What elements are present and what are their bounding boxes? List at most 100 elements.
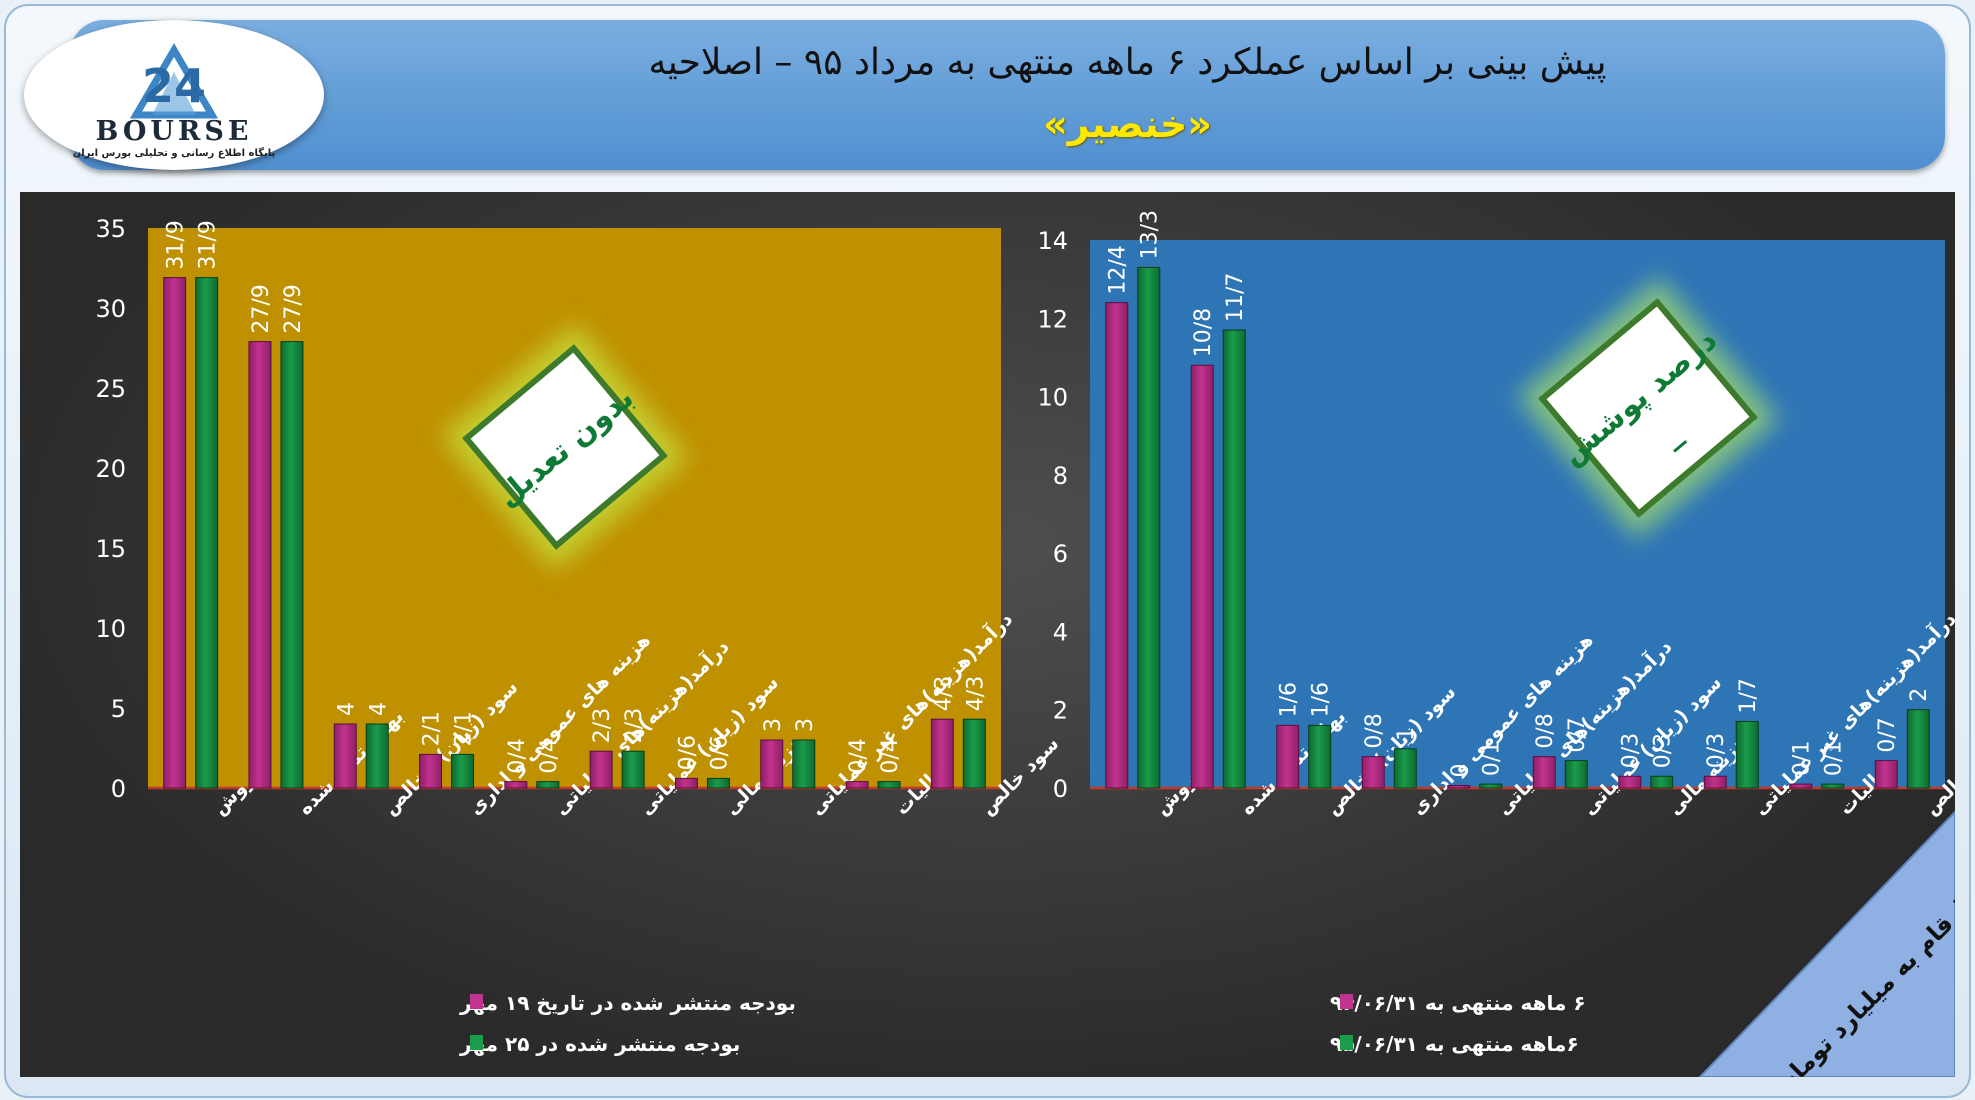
y-tick-label: 30	[95, 295, 126, 323]
bar-s2	[1308, 724, 1332, 789]
legend-label: بودجه منتشر شده در تاریخ ۱۹ مهر	[459, 991, 796, 1015]
badge-box	[462, 344, 668, 550]
bar-s2	[451, 753, 475, 789]
bar-s1	[1789, 783, 1813, 789]
bar-s1	[1447, 785, 1471, 789]
data-label: 2	[1907, 688, 1932, 702]
data-label: 0/3	[1704, 733, 1729, 768]
data-label: 31/9	[164, 220, 189, 269]
data-label: 2/1	[452, 711, 477, 746]
data-label: 0/3	[1619, 733, 1644, 768]
data-label: 0	[1448, 764, 1473, 778]
y-tick-label: 4	[1053, 618, 1068, 646]
bar-s1	[1276, 724, 1300, 789]
data-label: 3	[761, 718, 786, 732]
bar-s1	[504, 781, 528, 789]
badge: درصد پوشش_	[1516, 276, 1780, 540]
y-tick-label: 8	[1053, 462, 1068, 490]
bar-s1	[760, 739, 784, 789]
bar-s2	[1479, 783, 1503, 789]
bar-s1	[845, 781, 869, 789]
data-label: 3	[793, 718, 818, 732]
bar-s2	[1564, 760, 1588, 789]
bar-s2	[706, 777, 730, 789]
bar-s2	[621, 750, 645, 789]
bar-s1	[589, 750, 613, 789]
legend-swatch	[470, 1035, 483, 1050]
bar-s2	[1222, 329, 1246, 789]
data-label: 4/3	[931, 676, 956, 711]
bar-s2	[365, 723, 389, 789]
data-label: 0/7	[1875, 717, 1900, 752]
y-tick-label: 14	[1037, 227, 1068, 255]
page-subtitle: «خنصیر»	[1043, 102, 1212, 146]
data-label: 12/4	[1106, 245, 1131, 294]
bar-s2	[1821, 783, 1845, 789]
data-label: 2/3	[590, 708, 615, 743]
y-tick-label: 35	[95, 215, 126, 243]
data-label: 10/8	[1191, 308, 1216, 357]
bar-s1	[1874, 760, 1898, 789]
data-label: 27/9	[249, 284, 274, 333]
data-label: 0/6	[675, 735, 700, 770]
bar-s1	[1105, 302, 1129, 789]
bar-s1	[1361, 756, 1385, 789]
data-label: 2/3	[622, 708, 647, 743]
data-label: 1/6	[1309, 682, 1334, 717]
y-tick-label: 25	[95, 375, 126, 403]
data-label: 11/7	[1223, 273, 1248, 322]
data-label: 0/3	[1651, 733, 1676, 768]
legend-swatch	[1340, 994, 1353, 1009]
header-banner: پیش بینی بر اساس عملکرد ۶ ماهه منتهی به …	[70, 20, 1945, 170]
data-label: 4	[366, 702, 391, 716]
bar-s1	[1190, 364, 1214, 789]
bar-s1	[1703, 775, 1727, 789]
bar-s1	[248, 341, 272, 789]
bar-s2	[792, 739, 816, 789]
data-label: 27/9	[281, 284, 306, 333]
logo: 24 BOURSE پایگاه اطلاع رسانی و تحلیلی بو…	[24, 20, 324, 170]
legend-label: ۶ ماهه منتهی به ۹۴/۰۶/۳۱	[1330, 991, 1586, 1015]
y-tick-label: 6	[1053, 540, 1068, 568]
bar-s1	[1532, 756, 1556, 789]
data-label: 0/4	[537, 738, 562, 773]
legend-label: بودجه منتشر شده در ۲۵ مهر	[459, 1032, 740, 1056]
bar-s2	[1906, 709, 1930, 789]
badge-box	[1538, 298, 1758, 518]
data-label: 0/1	[1480, 741, 1505, 776]
y-tick-label: 0	[1053, 775, 1068, 803]
data-label: 0/8	[1533, 713, 1558, 748]
bar-s1	[1618, 775, 1642, 789]
y-tick-label: 0	[111, 775, 126, 803]
legend-swatch	[1340, 1035, 1353, 1050]
data-label: 13/3	[1138, 210, 1163, 259]
bar-s1	[419, 753, 443, 789]
data-label: 0/4	[878, 738, 903, 773]
data-label: 0/8	[1362, 713, 1387, 748]
bar-s2	[280, 341, 304, 789]
bar-s2	[195, 277, 219, 789]
bar-s1	[930, 718, 954, 789]
y-tick-label: 15	[95, 535, 126, 563]
data-label: 1	[1394, 727, 1419, 741]
bar-s2	[1650, 775, 1674, 789]
data-label: 31/9	[196, 220, 221, 269]
data-label: 1/7	[1736, 678, 1761, 713]
logo-mark-icon: 24	[129, 43, 219, 119]
data-label: 2/1	[420, 711, 445, 746]
bar-s2	[536, 781, 560, 789]
data-label: 4/3	[963, 676, 988, 711]
y-tick-label: 20	[95, 455, 126, 483]
bar-s2	[1393, 748, 1417, 789]
data-label: 0/1	[1822, 741, 1847, 776]
bar-s1	[674, 777, 698, 789]
y-tick-label: 10	[95, 615, 126, 643]
data-label: 0/6	[707, 735, 732, 770]
legend-swatch	[470, 994, 483, 1009]
y-tick-label: 12	[1037, 305, 1068, 333]
data-label: 0/4	[505, 738, 530, 773]
